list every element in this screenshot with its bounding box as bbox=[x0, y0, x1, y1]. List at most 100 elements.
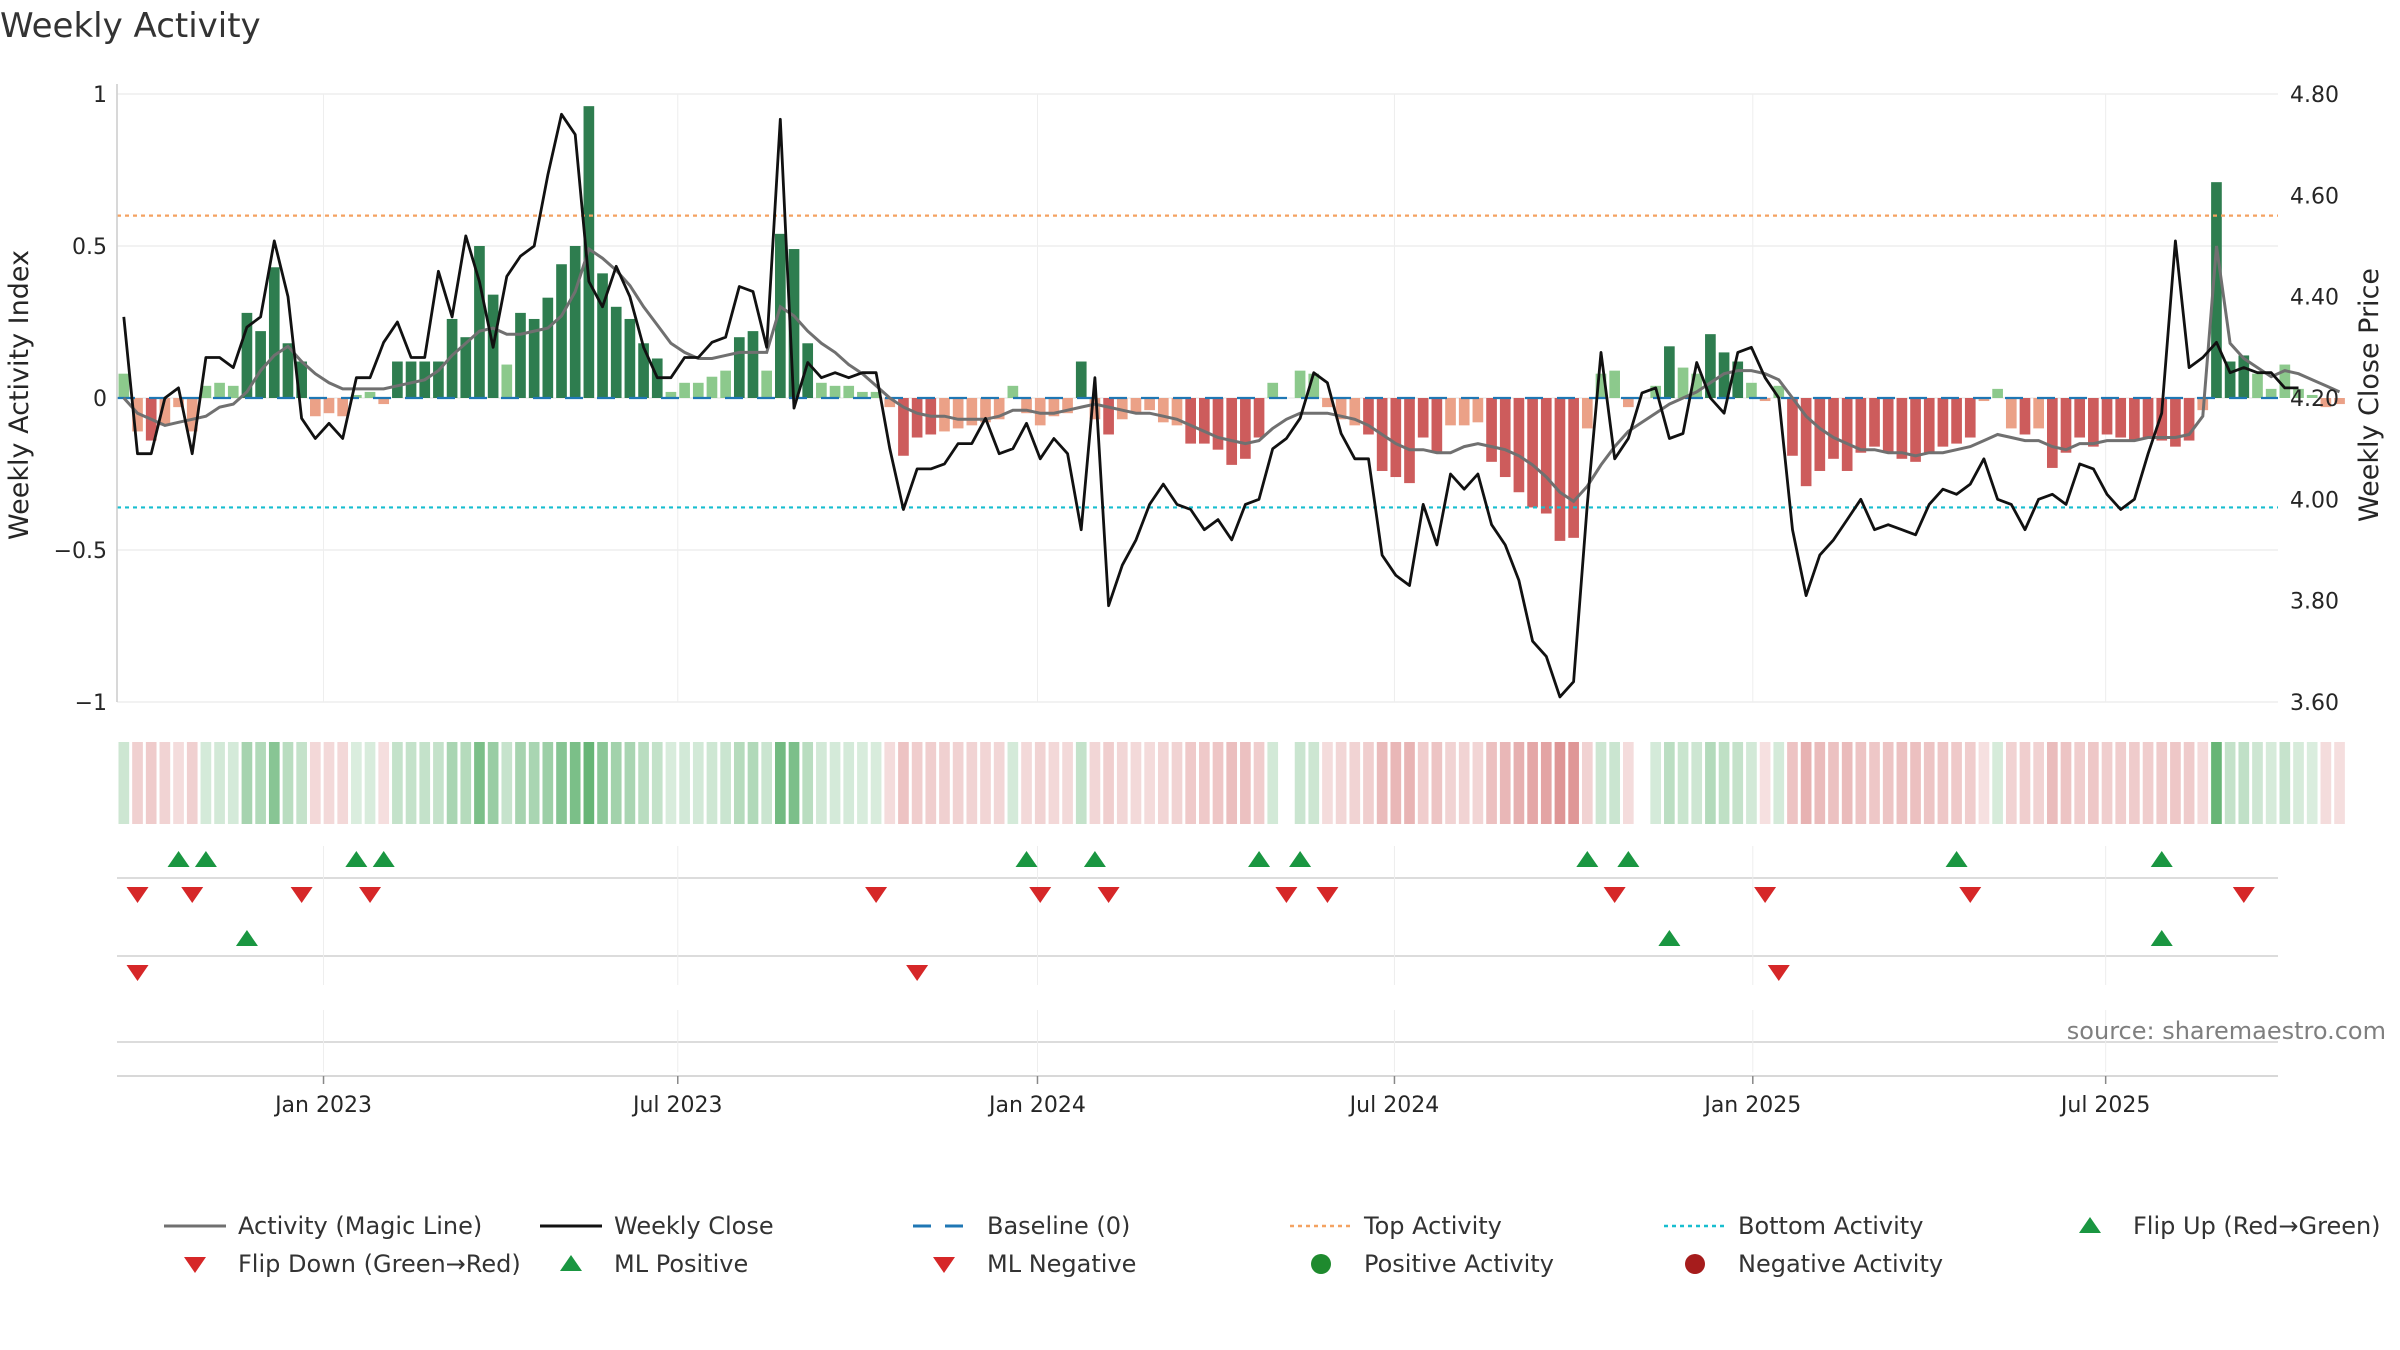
activity-bar bbox=[1787, 398, 1798, 456]
heat-cell bbox=[1267, 742, 1279, 824]
heat-cell bbox=[405, 742, 417, 824]
heat-cell bbox=[2211, 742, 2222, 824]
heat-cell bbox=[2238, 742, 2250, 824]
heat-cell bbox=[1103, 742, 1114, 824]
activity-bar bbox=[2252, 373, 2263, 398]
activity-bar bbox=[1144, 398, 1155, 411]
activity-heat-strip bbox=[118, 742, 2345, 824]
left-tick-label: 0.5 bbox=[72, 235, 107, 260]
activity-bar bbox=[1622, 398, 1634, 408]
activity-bar bbox=[200, 385, 212, 398]
legend-label: ML Negative bbox=[987, 1250, 1136, 1278]
activity-bar bbox=[1882, 398, 1894, 453]
heat-cell bbox=[1199, 742, 1210, 824]
heat-cell bbox=[1021, 742, 1032, 824]
flip-up-marker bbox=[194, 851, 217, 867]
heat-cell bbox=[1746, 742, 1757, 824]
heat-cell bbox=[1773, 742, 1785, 824]
heat-cell bbox=[624, 742, 636, 824]
activity-bar bbox=[241, 312, 253, 398]
heat-cell bbox=[597, 742, 608, 824]
heat-cell bbox=[2088, 742, 2099, 824]
activity-bar bbox=[2074, 398, 2086, 438]
heat-cell bbox=[1240, 742, 1251, 824]
heat-cell bbox=[378, 742, 390, 824]
reference-lines bbox=[117, 214, 2278, 509]
x-tick-label: Jan 2024 bbox=[987, 1093, 1086, 1118]
heat-cell bbox=[2101, 742, 2113, 824]
heat-cell bbox=[1486, 742, 1497, 824]
heat-cell bbox=[460, 742, 472, 824]
heat-cell bbox=[255, 742, 266, 824]
heat-cell bbox=[268, 742, 280, 824]
activity-bar bbox=[2005, 398, 2017, 429]
activity-bar bbox=[1048, 398, 1060, 417]
activity-bar bbox=[405, 361, 417, 398]
heat-cell bbox=[227, 742, 239, 824]
heat-cell bbox=[2074, 742, 2086, 824]
activity-bar bbox=[1226, 398, 1238, 465]
activity-bar bbox=[337, 398, 349, 417]
flip-up-marker bbox=[1083, 851, 1106, 867]
activity-bar bbox=[1486, 398, 1497, 462]
heat-cell bbox=[733, 742, 745, 824]
legend-label: Top Activity bbox=[1363, 1212, 1502, 1240]
heat-cell bbox=[2060, 742, 2072, 824]
flip-up-marker bbox=[1289, 851, 1312, 867]
activity-bar bbox=[433, 361, 444, 398]
heat-cell bbox=[1034, 742, 1046, 824]
activity-bar bbox=[2142, 398, 2154, 438]
heat-cell bbox=[1308, 742, 1320, 824]
ml-negative-marker bbox=[906, 965, 929, 981]
x-tick-label: Jul 2023 bbox=[631, 1093, 723, 1118]
heat-cell bbox=[1431, 742, 1443, 824]
ml-negative-marker bbox=[1767, 965, 1790, 981]
heat-cell bbox=[1800, 742, 1812, 824]
activity-bar bbox=[2101, 398, 2113, 435]
activity-bar bbox=[2156, 398, 2168, 441]
right-tick-label: 4.80 bbox=[2290, 83, 2339, 108]
flip-down-marker bbox=[1316, 887, 1339, 903]
flip-down-marker bbox=[865, 887, 888, 903]
activity-bar bbox=[2279, 364, 2291, 398]
activity-bar bbox=[1445, 398, 1456, 426]
heat-cell bbox=[706, 742, 718, 824]
heat-cell bbox=[1349, 742, 1361, 824]
heat-cell bbox=[2293, 742, 2304, 824]
heat-cell bbox=[2142, 742, 2154, 824]
heat-cell bbox=[1869, 742, 1880, 824]
heat-cell bbox=[692, 742, 704, 824]
source-note: source: sharemaestro.com bbox=[2067, 1017, 2386, 1045]
heat-cell bbox=[1007, 742, 1019, 824]
flip-down-marker bbox=[1603, 887, 1626, 903]
activity-bar bbox=[474, 246, 485, 398]
heat-cell bbox=[966, 742, 978, 824]
activity-bar bbox=[1814, 398, 1826, 471]
activity-bar bbox=[1732, 361, 1744, 398]
heat-cell bbox=[2334, 742, 2345, 824]
chart-title: Weekly Activity bbox=[0, 6, 261, 46]
heat-cell bbox=[2252, 742, 2263, 824]
activity-bar bbox=[460, 337, 472, 398]
activity-bar bbox=[1828, 398, 1839, 459]
activity-bar bbox=[706, 376, 718, 398]
heat-cell bbox=[118, 742, 130, 824]
heat-cell bbox=[501, 742, 513, 824]
heat-cell bbox=[1964, 742, 1976, 824]
activity-bar bbox=[1896, 398, 1908, 459]
heat-cell bbox=[1226, 742, 1238, 824]
activity-bar bbox=[446, 318, 458, 398]
right-tick-label: 4.40 bbox=[2290, 286, 2339, 311]
heat-cell bbox=[1568, 742, 1579, 824]
heat-cell bbox=[1390, 742, 1402, 824]
legend-label: Flip Down (Green→Red) bbox=[238, 1250, 521, 1278]
activity-bar bbox=[159, 398, 171, 426]
activity-bar bbox=[2334, 398, 2345, 405]
x-tick-label: Jul 2024 bbox=[1348, 1093, 1440, 1118]
heat-cell bbox=[2183, 742, 2195, 824]
right-axis: 4.80 4.60 4.40 4.20 4.00 3.60 3.80 bbox=[2290, 83, 2339, 716]
magic-line bbox=[122, 245, 2341, 504]
heat-cell bbox=[1294, 742, 1306, 824]
activity-bar bbox=[1431, 398, 1443, 453]
activity-bar bbox=[1363, 398, 1374, 435]
